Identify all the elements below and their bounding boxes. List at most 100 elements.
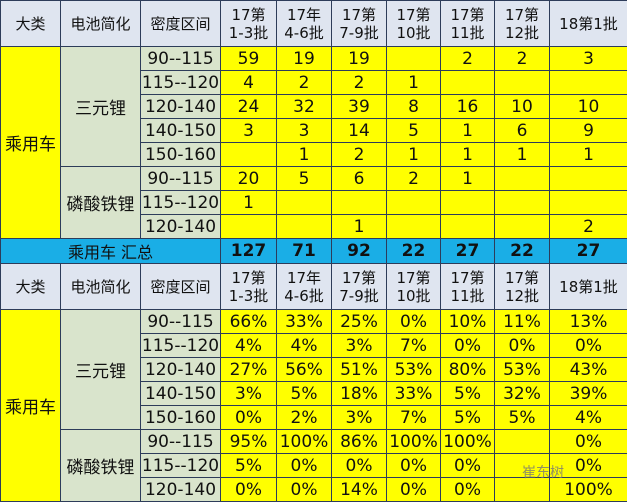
value-cell: 3% — [331, 333, 387, 358]
batch-line1: 17第 — [341, 5, 377, 24]
value-cell: 8 — [386, 94, 441, 119]
value-cell: 14 — [331, 118, 387, 143]
value-cell — [494, 70, 550, 95]
value-cell: 0% — [494, 333, 550, 358]
batch-line2: 11批 — [450, 286, 485, 305]
density-range-cell: 120-140 — [140, 94, 221, 119]
value-cell: 1 — [276, 142, 332, 167]
batch-line2: 1-3批 — [228, 23, 269, 42]
summary-value: 71 — [276, 238, 332, 264]
value-cell: 2 — [549, 214, 627, 239]
value-cell: 4% — [276, 333, 332, 358]
value-cell: 4% — [549, 405, 627, 430]
value-cell: 80% — [440, 357, 495, 382]
header-batch: 17第 12批 — [494, 0, 550, 47]
value-cell: 9 — [549, 118, 627, 143]
header-battery: 电池简化 — [60, 263, 141, 310]
batch-line2: 12批 — [504, 286, 540, 305]
value-cell — [331, 190, 387, 215]
value-cell: 53% — [494, 357, 550, 382]
value-cell: 14% — [331, 477, 387, 502]
density-range-cell: 115--120 — [140, 190, 221, 215]
value-cell: 16 — [440, 94, 495, 119]
header-batch: 17第 10批 — [386, 263, 441, 310]
value-cell: 1 — [549, 142, 627, 167]
batch-line2: 10批 — [396, 23, 431, 42]
header-category: 大类 — [0, 263, 61, 310]
value-cell: 5 — [276, 166, 332, 191]
batch-line1: 18第1批 — [559, 277, 618, 296]
value-cell: 2% — [276, 405, 332, 430]
batch-line2: 4-6批 — [284, 286, 324, 305]
value-cell: 5% — [440, 405, 495, 430]
value-cell: 6 — [494, 118, 550, 143]
value-cell: 66% — [220, 309, 277, 334]
value-cell: 100% — [440, 429, 495, 454]
header-batch: 17第 11批 — [440, 0, 495, 47]
value-cell — [549, 70, 627, 95]
value-cell: 2 — [276, 70, 332, 95]
table-row: 150-160 1 2 1 1 1 1 — [1, 142, 627, 167]
value-cell: 0% — [386, 309, 441, 334]
density-range-cell: 90--115 — [140, 309, 221, 334]
value-cell: 0% — [386, 453, 441, 478]
value-cell — [386, 46, 441, 71]
value-cell: 1 — [440, 142, 495, 167]
value-cell: 5% — [494, 405, 550, 430]
value-cell: 13% — [549, 309, 627, 334]
table-row: 115--120 4 2 2 1 — [1, 70, 627, 95]
batch-line1: 17第 — [396, 268, 431, 287]
value-cell: 3 — [220, 118, 277, 143]
battery-lfp-cell: 磷酸铁锂 — [60, 166, 141, 239]
value-cell: 33% — [386, 381, 441, 406]
value-cell: 2 — [331, 142, 387, 167]
value-cell: 2 — [440, 46, 495, 71]
battery-ncm-cell: 三元锂 — [60, 309, 141, 430]
summary-value: 22 — [494, 238, 550, 264]
value-cell — [494, 453, 550, 478]
value-cell: 100% — [276, 429, 332, 454]
value-cell — [386, 190, 441, 215]
value-cell: 1 — [494, 142, 550, 167]
value-cell: 100% — [549, 477, 627, 502]
value-cell: 0% — [440, 477, 495, 502]
density-range-cell: 90--115 — [140, 429, 221, 454]
header-batch: 17第 7-9批 — [331, 0, 387, 47]
density-range-cell: 120-140 — [140, 357, 221, 382]
value-cell — [549, 166, 627, 191]
value-cell: 10% — [440, 309, 495, 334]
table-row: 120-140 0% 0% 14% 0% 0% 100% — [1, 477, 627, 502]
value-cell: 32% — [494, 381, 550, 406]
value-cell: 3% — [220, 381, 277, 406]
value-cell: 1 — [440, 118, 495, 143]
table-row: 115--120 4% 4% 3% 7% 0% 0% 0% — [1, 333, 627, 358]
table-row: 乘用车 三元锂 90--115 66% 33% 25% 0% 10% 11% 13% — [0, 309, 627, 502]
density-range-cell: 140-150 — [140, 118, 221, 143]
header-row: 大类 电池简化 密度区间 17第 1-3批 17年 4-6批 17第 7-9批 17第 10批 17第… — [0, 263, 627, 310]
table-row: 120-140 27% 56% 51% 53% 80% 53% 43% — [1, 357, 627, 382]
value-cell: 56% — [276, 357, 332, 382]
value-cell: 10 — [549, 94, 627, 119]
batch-line2: 7-9批 — [339, 286, 379, 305]
value-cell: 32 — [276, 94, 332, 119]
value-cell: 0% — [276, 477, 332, 502]
value-cell: 0% — [386, 477, 441, 502]
value-cell: 6 — [331, 166, 387, 191]
value-cell — [276, 190, 332, 215]
value-cell — [494, 190, 550, 215]
battery-ncm-cell: 三元锂 — [60, 46, 141, 167]
batch-line1: 17第 — [341, 268, 377, 287]
value-cell: 11% — [494, 309, 550, 334]
density-range-cell: 115--120 — [140, 453, 221, 478]
header-batch: 17第 12批 — [494, 263, 550, 310]
value-cell — [549, 190, 627, 215]
watermark: 崔东树 — [522, 465, 564, 481]
value-cell: 0% — [220, 477, 277, 502]
table-row: 乘用车 三元锂 90--115 59 19 19 2 2 3 — [0, 46, 627, 239]
density-range-cell: 90--115 — [140, 166, 221, 191]
value-cell: 2 — [386, 166, 441, 191]
value-cell: 4 — [220, 70, 277, 95]
density-range-cell: 115--120 — [140, 333, 221, 358]
value-cell: 0% — [549, 333, 627, 358]
batch-line2: 7-9批 — [339, 23, 379, 42]
